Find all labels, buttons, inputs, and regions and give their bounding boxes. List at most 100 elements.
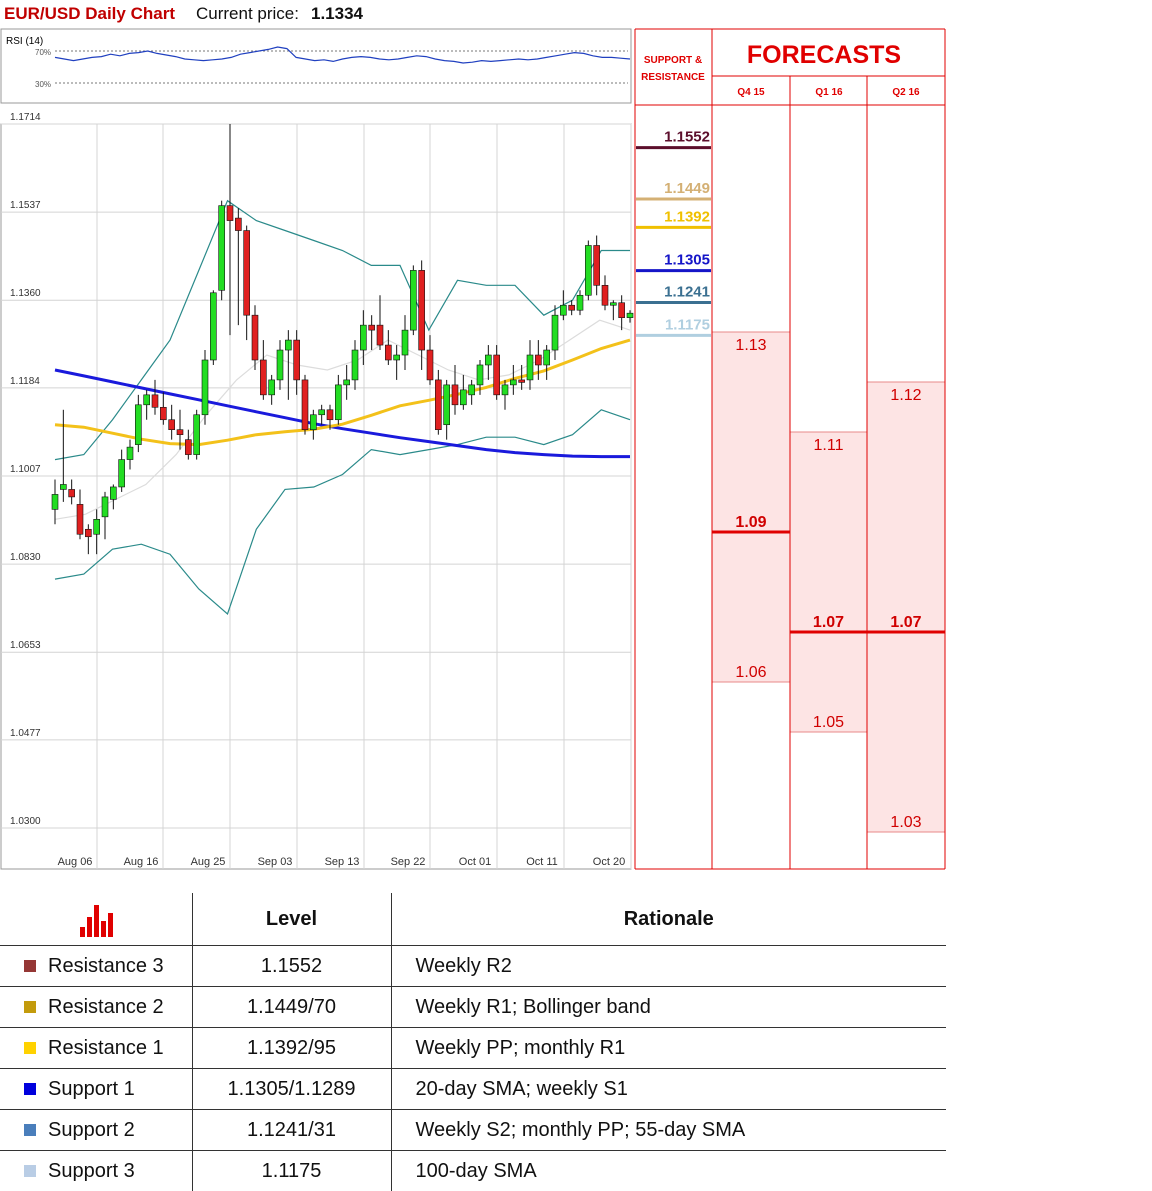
forecast-high: 1.13: [735, 337, 766, 354]
y-tick-label: 1.0477: [10, 728, 41, 739]
candle: [626, 310, 634, 323]
candle: [543, 345, 550, 380]
x-tick-label: Aug 25: [191, 856, 226, 868]
candle: [568, 300, 575, 316]
candle: [276, 340, 284, 390]
candle-body: [368, 324, 375, 331]
candle-body: [318, 409, 325, 416]
candle: [226, 124, 234, 336]
candle-body: [143, 394, 150, 406]
candle-body: [551, 314, 559, 351]
candle-body: [501, 384, 509, 396]
level-value-cell: 1.1552: [192, 945, 392, 987]
candle: [218, 200, 225, 301]
candle: [251, 305, 259, 370]
candle-body: [276, 349, 284, 381]
level-color-swatch: [24, 1041, 36, 1054]
candle-body: [343, 379, 350, 386]
candle-body: [585, 245, 592, 296]
level-name: Resistance 3: [48, 954, 164, 977]
candle-body: [401, 329, 409, 356]
candle-body: [601, 285, 609, 306]
candle: [110, 484, 117, 510]
bollinger-upper-line: [54, 199, 630, 461]
candle: [535, 340, 542, 380]
candle-body: [376, 324, 384, 346]
candle-body: [618, 302, 625, 318]
x-tick-label: Sep 13: [325, 856, 360, 868]
chart-bars-cell: [0, 893, 193, 946]
level-value-cell: 1.1241/31: [192, 1109, 392, 1151]
candle: [143, 389, 150, 420]
level-name: Resistance 2: [48, 995, 164, 1018]
candle-body: [426, 349, 434, 381]
y-tick-label: 1.1184: [10, 376, 40, 387]
levels-table-row: Resistance 3 1.1552 Weekly R2: [0, 945, 946, 987]
candle: [476, 359, 484, 395]
candle: [376, 295, 384, 351]
level-column-header: Level: [192, 893, 392, 946]
candle-body: [518, 379, 525, 383]
level-color-swatch: [24, 959, 36, 972]
level-name: Support 2: [48, 1118, 135, 1141]
candle-body: [526, 354, 534, 381]
candle: [593, 235, 600, 296]
candle-body: [460, 389, 467, 406]
rsi-lower-label: 30%: [35, 80, 51, 89]
candle: [460, 374, 467, 410]
y-tick-label: 1.0653: [10, 640, 41, 651]
candle-body: [468, 384, 475, 396]
candle: [435, 369, 442, 435]
candle: [585, 240, 592, 301]
candle-body: [201, 359, 209, 416]
candle-body: [560, 304, 567, 316]
bollinger-lower-line: [54, 409, 631, 615]
candle: [193, 409, 200, 460]
candle: [118, 449, 125, 492]
levels-table: Level Rationale Resistance 3 1.1552 Weekly…: [0, 893, 946, 1191]
sr-label-line1: SUPPORT &: [644, 55, 702, 66]
candle: [326, 404, 334, 430]
level-value-cell: 1.1305/1.1289: [192, 1068, 392, 1110]
candle: [418, 260, 425, 370]
candle-body: [235, 217, 242, 231]
candle-body: [568, 304, 575, 311]
candle-body: [335, 384, 342, 421]
level-color-swatch: [24, 1123, 36, 1136]
rationale-column-header: Rationale: [623, 907, 714, 930]
candle-body: [593, 245, 600, 286]
candle-body: [85, 528, 92, 538]
y-tick-label: 1.1714: [10, 112, 41, 123]
candle-body: [626, 312, 634, 318]
candle: [393, 345, 400, 380]
candle: [201, 350, 209, 425]
candle-body: [326, 409, 334, 421]
candle-body: [535, 354, 542, 366]
level-rationale-cell: Weekly R1; Bollinger band: [391, 986, 946, 1028]
candle: [493, 345, 500, 400]
candle: [318, 404, 325, 425]
candle: [243, 225, 250, 341]
candle-body: [351, 349, 359, 381]
candle-body: [285, 339, 292, 351]
candle: [293, 330, 300, 395]
current-price-value: 1.1334: [311, 4, 364, 23]
forecast-col-q2-16: Q2 16: [892, 87, 920, 98]
candle-body: [543, 349, 550, 366]
level-color-swatch: [24, 1000, 36, 1013]
candle: [443, 379, 450, 440]
level-value-cell: 1.1392/95: [192, 1027, 392, 1069]
levels-table-row: Support 2 1.1241/31 Weekly S2; monthly PP;…: [0, 1109, 946, 1151]
candle: [360, 310, 367, 365]
candle-body: [493, 354, 500, 396]
candle: [618, 295, 625, 331]
level-name: Support 1: [48, 1077, 135, 1100]
candle: [68, 479, 75, 505]
candle: [351, 340, 359, 390]
candle-body: [476, 364, 484, 386]
level-name: Resistance 1: [48, 1036, 164, 1059]
bollinger-mid-line: [54, 319, 631, 520]
candle: [551, 305, 559, 360]
candle-body: [243, 230, 250, 316]
candle: [60, 409, 67, 502]
